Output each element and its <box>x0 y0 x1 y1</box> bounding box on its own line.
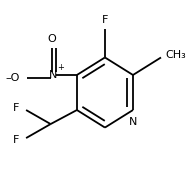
Text: CH₃: CH₃ <box>165 50 186 60</box>
Text: +: + <box>57 63 64 72</box>
Text: F: F <box>13 103 19 113</box>
Text: O: O <box>47 34 56 44</box>
Text: –O: –O <box>6 73 20 83</box>
Text: F: F <box>102 15 108 25</box>
Text: N: N <box>129 117 137 127</box>
Text: F: F <box>13 135 19 145</box>
Text: N: N <box>49 70 58 80</box>
